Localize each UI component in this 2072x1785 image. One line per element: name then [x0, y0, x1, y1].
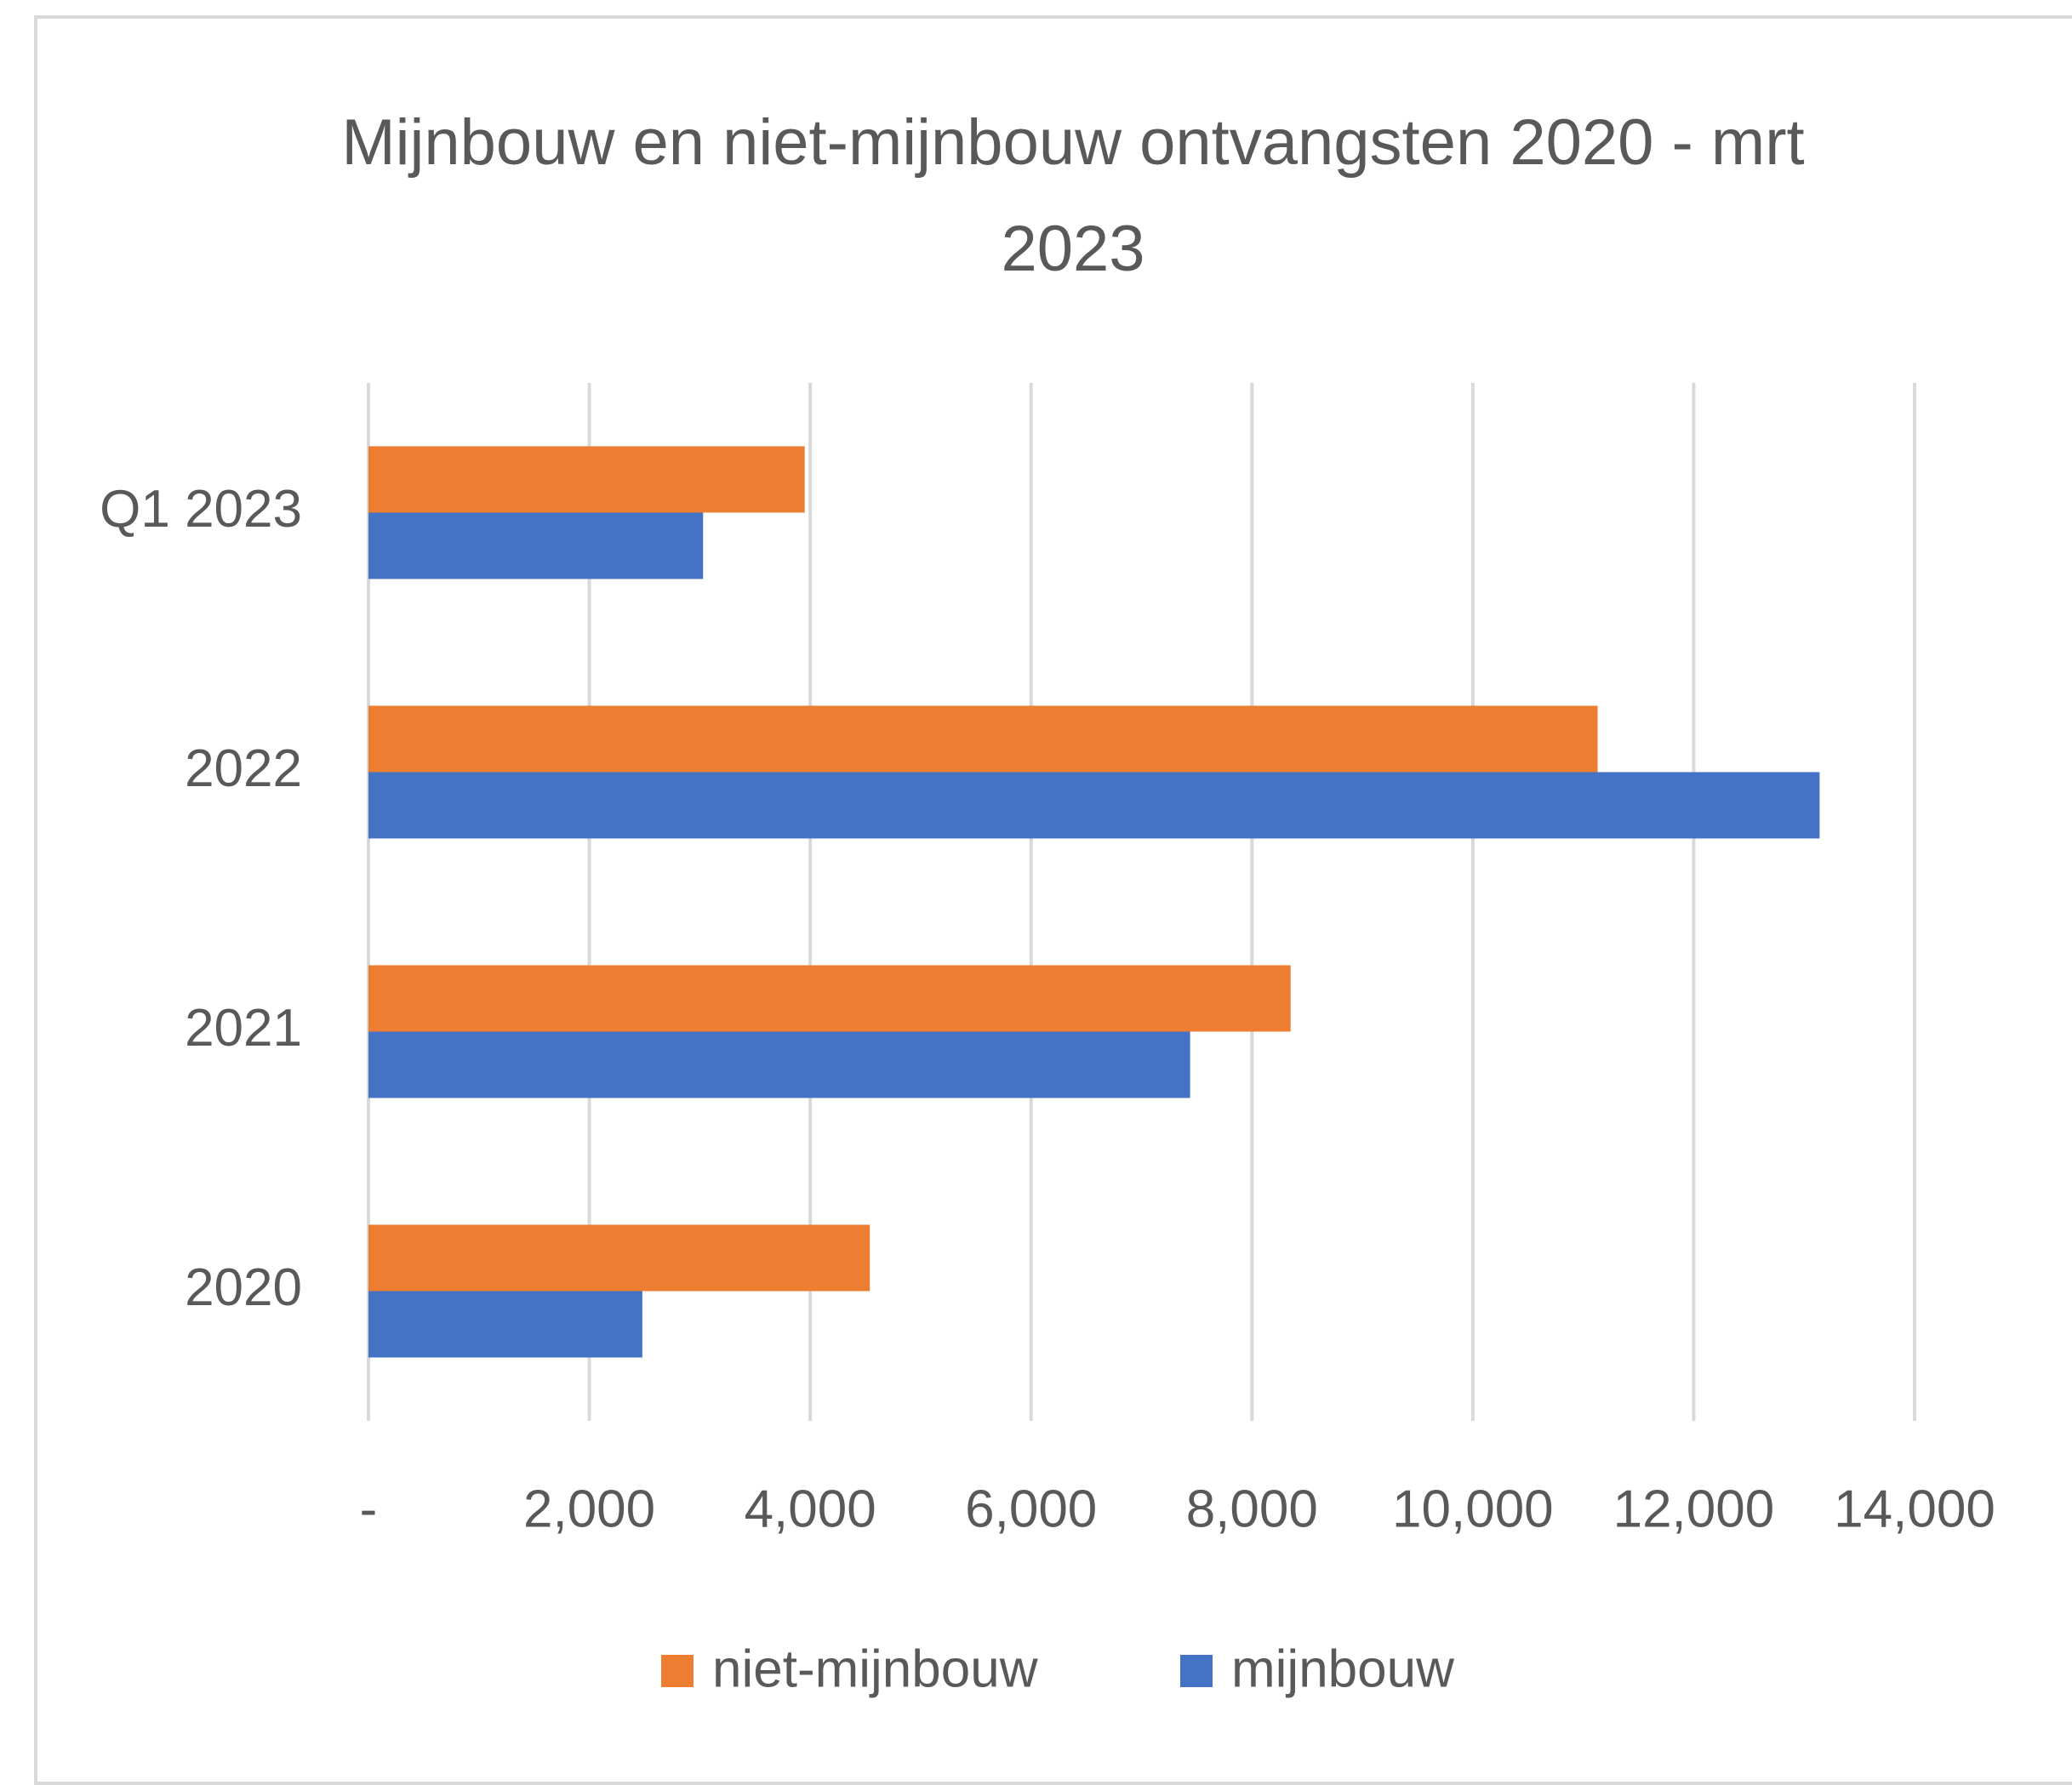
bar — [368, 1224, 870, 1292]
x-tick-label: 2,000 — [523, 1480, 655, 1538]
legend-label: niet-mijnbouw — [712, 1640, 1038, 1698]
y-tick-label: 2020 — [185, 1258, 302, 1317]
x-tick-label: - — [360, 1480, 378, 1538]
x-tick-label: 8,000 — [1186, 1480, 1318, 1538]
y-tick-label: Q1 2023 — [100, 480, 302, 539]
bar — [368, 446, 805, 513]
legend-label: mijnbouw — [1231, 1640, 1454, 1698]
y-tick-label: 2022 — [185, 739, 302, 798]
bar — [368, 1291, 642, 1358]
bar — [368, 1031, 1190, 1098]
bar — [368, 512, 704, 579]
legend-swatch — [661, 1655, 694, 1687]
legend-swatch — [1180, 1655, 1213, 1687]
x-tick-label: 10,000 — [1392, 1480, 1554, 1538]
x-tick-label: 4,000 — [745, 1480, 876, 1538]
bar — [368, 705, 1598, 773]
x-tick-label: 12,000 — [1613, 1480, 1775, 1538]
x-tick-label: 14,000 — [1834, 1480, 1995, 1538]
bar — [368, 772, 1820, 839]
chart-title: Mijnbouw en niet-mijnbouw ontvangsten 20… — [341, 106, 1805, 285]
y-tick-label: 2021 — [185, 999, 302, 1058]
x-tick-label: 6,000 — [965, 1480, 1097, 1538]
bar — [368, 965, 1291, 1032]
